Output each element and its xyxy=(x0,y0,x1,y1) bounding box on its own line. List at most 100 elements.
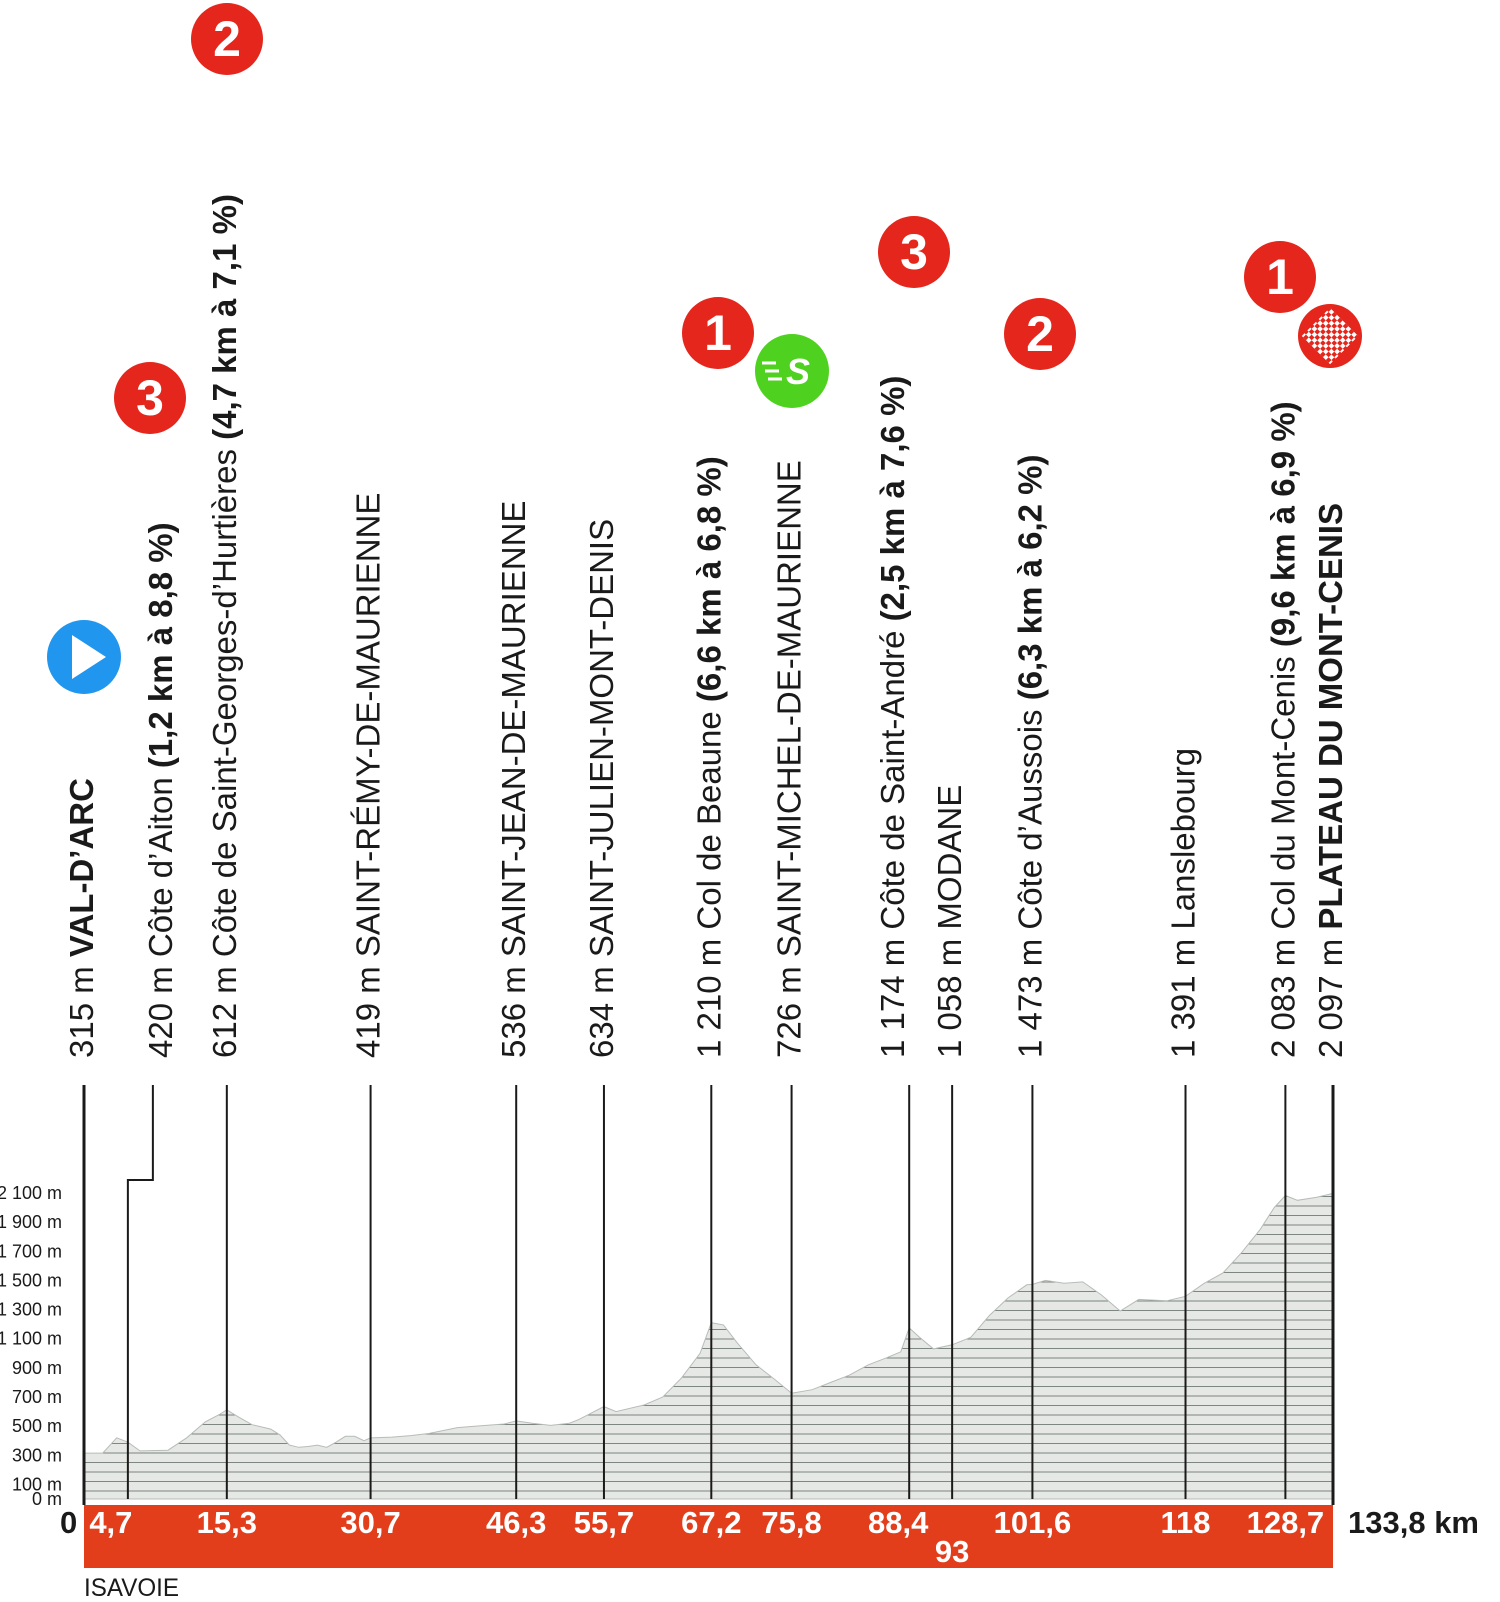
place-label: 1 391 m Lanslebourg xyxy=(1165,748,1202,1058)
y-tick-label: 100 m xyxy=(12,1474,62,1494)
y-tick-label: 0 m xyxy=(32,1489,62,1509)
place-name: VAL-D’ARC xyxy=(63,778,100,957)
climb-category-badge xyxy=(1244,241,1316,313)
km-label: 46,3 xyxy=(486,1505,546,1540)
climb-details: (2,5 km à 7,6 %) xyxy=(874,376,911,631)
place-name: SAINT-RÉMY-DE-MAURIENNE xyxy=(350,493,387,958)
climb-category-number: 2 xyxy=(213,11,241,67)
km-label: 128,7 xyxy=(1247,1505,1325,1540)
climb-category-number: 2 xyxy=(1026,306,1054,362)
place-label: 726 m SAINT-MICHEL-DE-MAURIENNE xyxy=(771,460,808,1058)
km-label-start: 0 xyxy=(60,1505,77,1540)
km-label: 67,2 xyxy=(681,1505,741,1540)
km-label: 15,3 xyxy=(197,1505,257,1540)
place-guide-lines xyxy=(126,1085,1287,1499)
climb-details: (4,7 km à 7,1 %) xyxy=(206,194,243,449)
place-badges: 3 2 1 S 3 2 1 xyxy=(47,3,1362,694)
region-label: ISAVOIE xyxy=(84,1574,179,1602)
km-label: 30,7 xyxy=(340,1505,400,1540)
place-altitude: 612 m xyxy=(206,957,243,1058)
place-label: 419 m SAINT-RÉMY-DE-MAURIENNE xyxy=(350,493,387,1058)
place-name: Col de Beaune xyxy=(690,711,727,929)
elevation-area xyxy=(82,1085,1335,1505)
place-label: 420 m Côte d’Aiton (1,2 km à 8,8 %) xyxy=(142,522,179,1058)
km-label: 93 xyxy=(935,1534,969,1569)
elevation-profile-area xyxy=(83,1192,1334,1500)
place-label: 1 174 m Côte de Saint-André (2,5 km à 7,… xyxy=(874,376,911,1058)
place-name: Col du Mont-Cenis xyxy=(1264,656,1301,929)
climb-details: (9,6 km à 6,9 %) xyxy=(1264,401,1301,656)
place-name: PLATEAU DU MONT-CENIS xyxy=(1312,503,1349,930)
place-name: Côte de Saint-André xyxy=(874,631,911,930)
climb-category-badge xyxy=(682,297,754,369)
place-label: 536 m SAINT-JEAN-DE-MAURIENNE xyxy=(495,501,532,1058)
place-altitude: 634 m xyxy=(583,957,620,1058)
climb-category-number: 3 xyxy=(900,224,928,280)
place-label: 315 m VAL-D’ARC xyxy=(63,778,100,1058)
climb-details: (6,3 km à 6,2 %) xyxy=(1011,455,1048,710)
km-label: 55,7 xyxy=(574,1505,634,1540)
climb-details: (1,2 km à 8,8 %) xyxy=(142,522,179,777)
place-name: Côte d’Aiton xyxy=(142,777,179,957)
km-label: 75,8 xyxy=(761,1505,821,1540)
y-tick-label: 300 m xyxy=(12,1445,62,1465)
climb-category-number: 3 xyxy=(136,370,164,426)
distance-bar-background xyxy=(84,1505,1333,1568)
place-name: MODANE xyxy=(931,785,968,930)
distance-bar: 0 4,7 15,3 30,7 46,3 55,7 67,2 75,8 88,493 101,6 1… xyxy=(60,1505,1333,1569)
place-altitude: 1 210 m xyxy=(690,930,727,1058)
place-labels: 315 m VAL-D’ARC 420 m Côte d’Aiton (1,2 k… xyxy=(63,194,1349,1058)
place-name: SAINT-MICHEL-DE-MAURIENNE xyxy=(771,460,808,957)
place-altitude: 1 473 m xyxy=(1011,930,1048,1058)
place-altitude: 2 083 m xyxy=(1264,930,1301,1058)
place-name: SAINT-JULIEN-MONT-DENIS xyxy=(583,519,620,957)
place-altitude: 1 391 m xyxy=(1165,930,1202,1058)
place-altitude: 536 m xyxy=(495,957,532,1058)
km-label: 118 xyxy=(1161,1505,1211,1540)
climb-category-badge xyxy=(1004,298,1076,370)
y-tick-label: 500 m xyxy=(12,1416,62,1436)
place-label: 2 097 m PLATEAU DU MONT-CENIS xyxy=(1312,503,1349,1058)
place-label: 1 210 m Col de Beaune (6,6 km à 6,8 %) xyxy=(690,456,727,1058)
y-tick-label: 1 700 m xyxy=(0,1241,62,1261)
place-altitude: 419 m xyxy=(350,957,387,1058)
place-altitude: 1 174 m xyxy=(874,930,911,1058)
sprint-badge xyxy=(755,334,829,408)
place-label: 1 058 m MODANE xyxy=(931,785,968,1058)
place-name: Côte d’Aussois xyxy=(1011,709,1048,929)
y-tick-label: 1 900 m xyxy=(0,1212,62,1232)
place-name: SAINT-JEAN-DE-MAURIENNE xyxy=(495,501,532,958)
climb-details: (6,6 km à 6,8 %) xyxy=(690,456,727,711)
y-tick-label: 1 300 m xyxy=(0,1300,62,1320)
km-label: 4,7 xyxy=(89,1505,132,1540)
place-name: Lanslebourg xyxy=(1165,748,1202,930)
place-label: 2 083 m Col du Mont-Cenis (9,6 km à 6,9 … xyxy=(1264,401,1301,1058)
place-label: 1 473 m Côte d’Aussois (6,3 km à 6,2 %) xyxy=(1011,455,1048,1059)
y-tick-label: 1 500 m xyxy=(0,1270,62,1290)
place-guide-line xyxy=(126,1085,154,1499)
place-altitude: 2 097 m xyxy=(1312,930,1349,1058)
place-label: 634 m SAINT-JULIEN-MONT-DENIS xyxy=(583,519,620,1058)
climb-category-number: 1 xyxy=(704,305,732,361)
sprint-letter: S xyxy=(786,351,810,392)
climb-category-badge xyxy=(878,216,950,288)
y-tick-label: 700 m xyxy=(12,1387,62,1407)
km-label: 88,4 xyxy=(868,1505,929,1540)
place-altitude: 315 m xyxy=(63,957,100,1058)
checkered-flag-icon xyxy=(1301,307,1359,365)
y-tick-label: 900 m xyxy=(12,1358,62,1378)
total-distance-label: 133,8 km xyxy=(1348,1505,1479,1540)
climb-category-badge xyxy=(191,3,263,75)
place-name: Côte de Saint-Georges-d’Hurtières xyxy=(206,449,243,957)
km-label: 101,6 xyxy=(994,1505,1072,1540)
place-altitude: 420 m xyxy=(142,957,179,1058)
climb-category-number: 1 xyxy=(1266,249,1294,305)
climb-category-badge xyxy=(114,362,186,434)
play-icon xyxy=(72,635,106,679)
y-tick-label: 1 100 m xyxy=(0,1329,62,1349)
y-tick-label: 2 100 m xyxy=(0,1183,62,1203)
place-label: 612 m Côte de Saint-Georges-d’Hurtières … xyxy=(206,194,243,1058)
place-altitude: 726 m xyxy=(771,957,808,1058)
